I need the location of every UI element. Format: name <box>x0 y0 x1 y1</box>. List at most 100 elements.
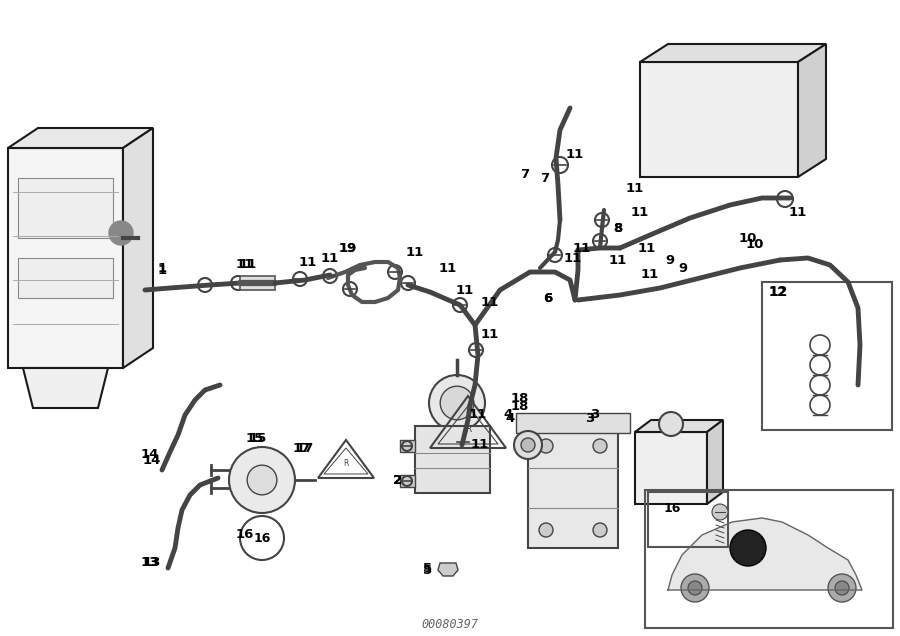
Polygon shape <box>8 148 123 368</box>
Text: 00080397: 00080397 <box>421 618 479 632</box>
Text: 11: 11 <box>564 251 582 265</box>
Text: 15: 15 <box>249 431 267 445</box>
Text: 2: 2 <box>393 473 402 487</box>
Circle shape <box>229 447 295 513</box>
Circle shape <box>593 439 607 453</box>
Text: 11: 11 <box>439 261 457 275</box>
Text: 6: 6 <box>544 291 553 305</box>
Text: 18: 18 <box>511 392 529 404</box>
Text: 11: 11 <box>238 258 257 272</box>
Text: 19: 19 <box>339 242 357 254</box>
Text: 4: 4 <box>506 411 515 424</box>
Text: 11: 11 <box>573 242 591 254</box>
Bar <box>645 490 893 628</box>
Bar <box>648 492 728 547</box>
Bar <box>18 258 113 298</box>
Polygon shape <box>415 426 490 493</box>
Text: 17: 17 <box>292 441 311 455</box>
Circle shape <box>712 504 728 520</box>
Text: 11: 11 <box>641 268 659 282</box>
Text: 11: 11 <box>481 296 500 308</box>
Circle shape <box>440 386 473 420</box>
Polygon shape <box>123 128 153 368</box>
Text: 14: 14 <box>143 453 161 466</box>
Text: 11: 11 <box>471 438 489 452</box>
Circle shape <box>514 431 542 459</box>
Bar <box>635 432 707 504</box>
Text: 11: 11 <box>456 284 474 296</box>
Circle shape <box>688 581 702 595</box>
Polygon shape <box>798 44 826 177</box>
Bar <box>640 62 798 177</box>
Text: 1: 1 <box>158 263 166 277</box>
Text: 16: 16 <box>253 532 271 544</box>
Text: 9: 9 <box>679 261 688 275</box>
Text: 1: 1 <box>158 261 166 275</box>
Text: 7: 7 <box>520 169 529 181</box>
Text: 13: 13 <box>143 555 161 569</box>
Text: 3: 3 <box>590 408 599 422</box>
Text: 11: 11 <box>566 148 584 162</box>
Text: 12: 12 <box>769 286 788 298</box>
Circle shape <box>835 581 849 595</box>
Text: 11: 11 <box>481 329 500 342</box>
Text: 19: 19 <box>339 242 357 254</box>
Polygon shape <box>640 44 826 62</box>
Polygon shape <box>516 413 630 433</box>
Text: R: R <box>343 459 348 469</box>
Text: R: R <box>465 425 471 434</box>
Text: 11: 11 <box>638 242 656 254</box>
Text: 11: 11 <box>631 205 649 219</box>
Text: 15: 15 <box>246 431 264 445</box>
Text: 11: 11 <box>609 254 627 266</box>
Bar <box>762 282 892 430</box>
Text: 12: 12 <box>769 285 788 299</box>
Polygon shape <box>400 440 415 452</box>
Bar <box>240 276 275 290</box>
Text: 16: 16 <box>663 502 680 515</box>
Text: 17: 17 <box>296 441 314 455</box>
Text: 11: 11 <box>626 181 644 195</box>
Text: 4: 4 <box>503 408 513 422</box>
Text: 13: 13 <box>140 555 159 569</box>
Text: 3: 3 <box>585 411 595 424</box>
Polygon shape <box>8 128 153 148</box>
Text: 10: 10 <box>739 232 757 244</box>
Circle shape <box>429 375 485 431</box>
Text: 11: 11 <box>469 408 487 422</box>
Text: 10: 10 <box>746 238 764 251</box>
Text: 5: 5 <box>423 563 433 576</box>
Circle shape <box>539 439 553 453</box>
Text: 9: 9 <box>665 254 675 266</box>
Circle shape <box>539 523 553 537</box>
Circle shape <box>109 221 133 245</box>
Circle shape <box>828 574 856 602</box>
Text: 5: 5 <box>423 562 433 574</box>
Text: 8: 8 <box>614 221 623 235</box>
Polygon shape <box>438 563 458 576</box>
Text: 7: 7 <box>540 172 550 184</box>
Polygon shape <box>635 420 723 432</box>
Text: 14: 14 <box>140 448 159 462</box>
Text: 6: 6 <box>544 291 553 305</box>
Polygon shape <box>668 518 862 590</box>
Polygon shape <box>528 428 618 548</box>
Text: 11: 11 <box>789 207 807 219</box>
Circle shape <box>593 523 607 537</box>
Text: 16: 16 <box>236 529 254 541</box>
Text: 18: 18 <box>511 399 529 413</box>
Polygon shape <box>707 420 723 504</box>
Circle shape <box>248 465 277 495</box>
Text: 8: 8 <box>614 221 623 235</box>
Text: 11: 11 <box>299 256 317 268</box>
Circle shape <box>730 530 766 566</box>
Circle shape <box>659 412 683 436</box>
Circle shape <box>681 574 709 602</box>
Text: 2: 2 <box>393 473 402 487</box>
Polygon shape <box>23 368 108 408</box>
Text: 11: 11 <box>406 245 424 258</box>
Circle shape <box>521 438 535 452</box>
Text: 11: 11 <box>236 258 254 272</box>
Bar <box>18 178 113 238</box>
Text: 11: 11 <box>321 251 339 265</box>
